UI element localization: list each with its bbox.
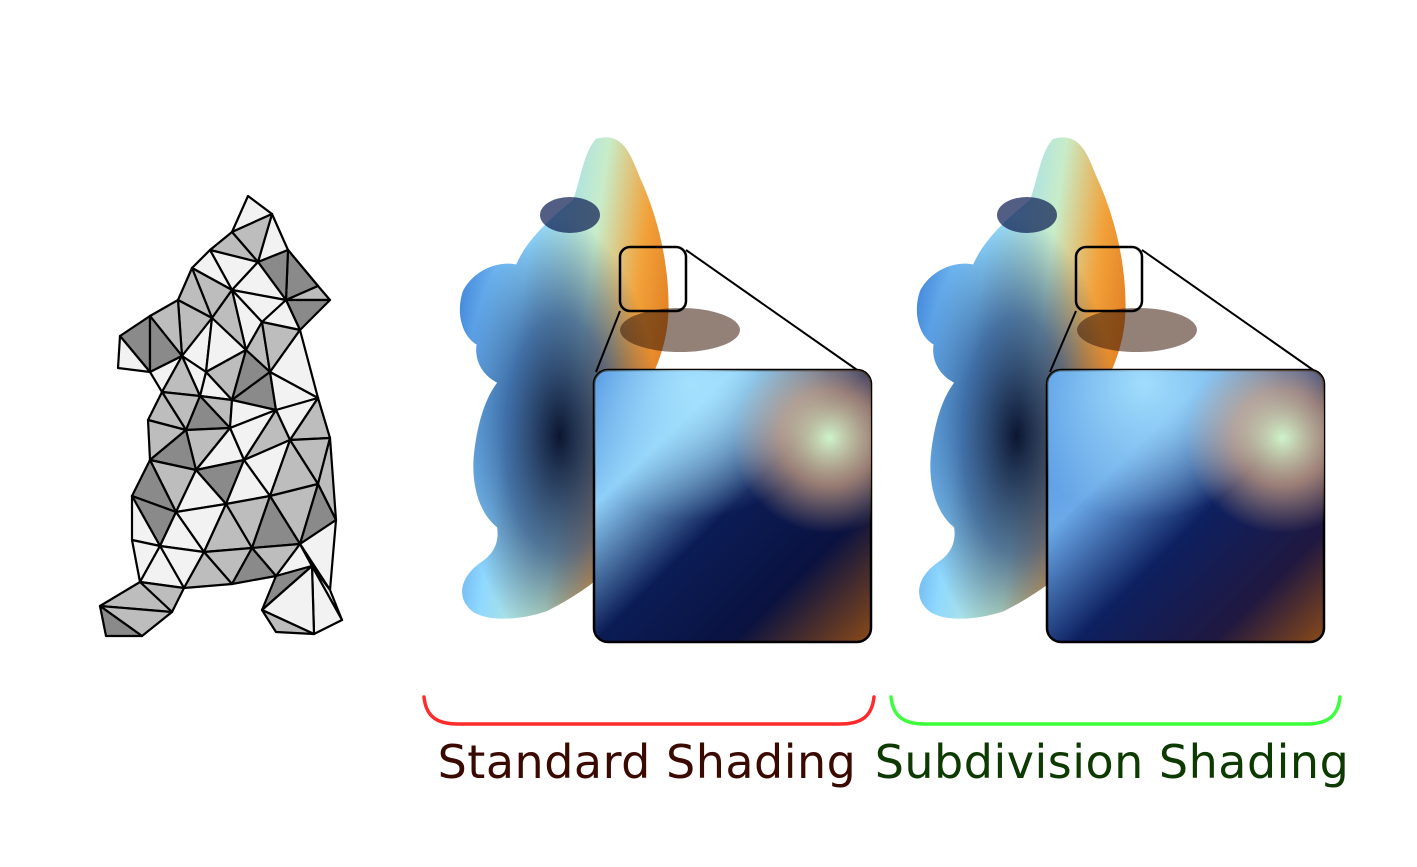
subdivision-bracket [889,695,1342,726]
subdivision-shading-bunny [916,137,1197,619]
standard-zoom-source-box [618,245,688,313]
mesh-triangle [182,550,234,590]
mesh-triangle [260,608,316,636]
subdivision-zoom-source-box [1074,245,1144,313]
subdivision-zoom-callout [1045,245,1326,644]
standard-shading-label: Standard Shading [437,735,857,789]
standard-shading-bunny [459,137,740,619]
mesh-triangle [116,334,152,374]
standard-bracket [422,695,876,726]
mesh-triangle [230,546,278,586]
mesh-triangles [98,194,344,638]
subdivision-shading-label: Subdivision Shading [874,735,1350,789]
coarse-mesh-bunny [98,194,344,638]
mesh-triangle [98,604,144,638]
standard-zoom-callout [592,245,873,644]
